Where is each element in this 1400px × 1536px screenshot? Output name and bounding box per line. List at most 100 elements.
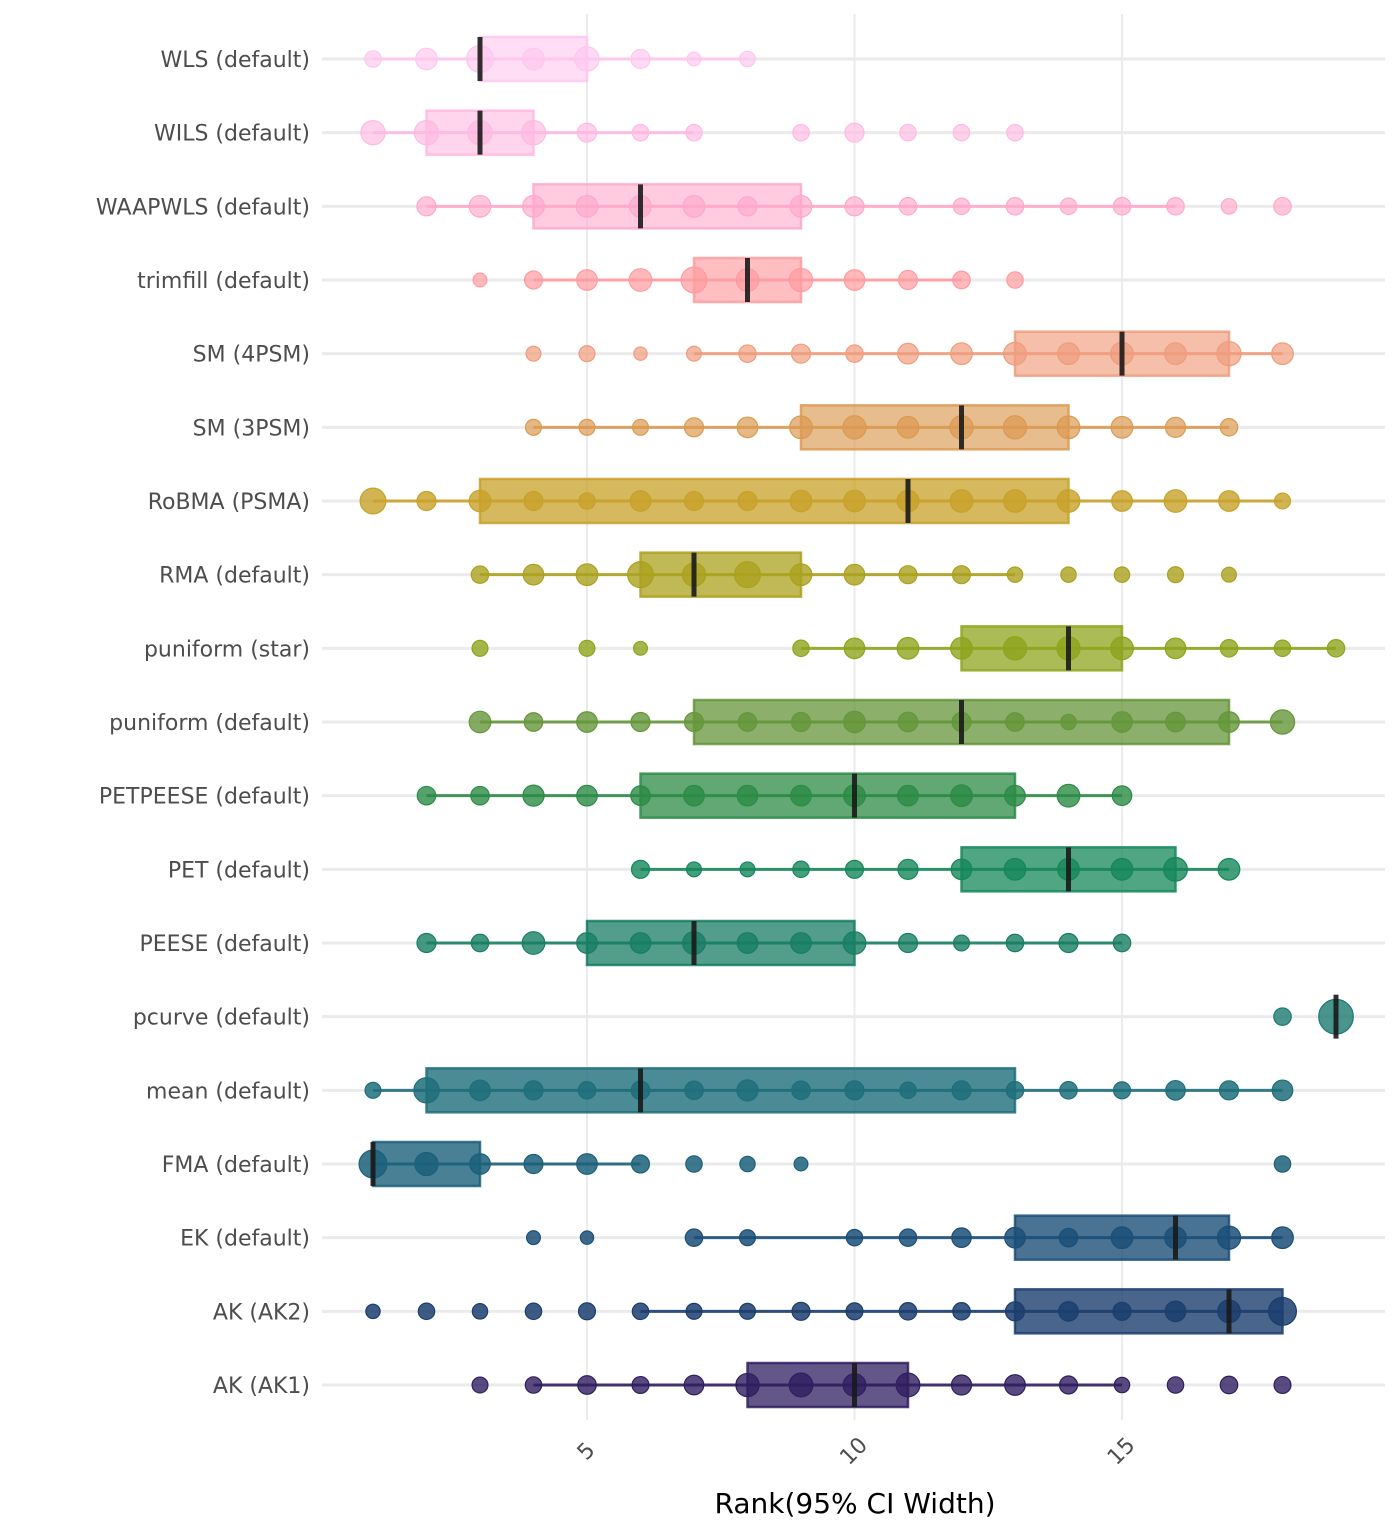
- data-point: [791, 1080, 811, 1101]
- data-point: [416, 785, 437, 806]
- data-point: [1002, 636, 1028, 661]
- data-point: [1112, 1081, 1132, 1100]
- data-point: [1059, 197, 1078, 216]
- data-point: [633, 346, 648, 361]
- data-point: [630, 711, 651, 733]
- data-point: [470, 933, 490, 953]
- data-point: [470, 785, 490, 806]
- data-point: [1164, 637, 1187, 660]
- data-point: [680, 266, 708, 294]
- data-point: [364, 1081, 382, 1099]
- row-puniform-star: [471, 625, 1346, 672]
- data-point: [1060, 713, 1077, 731]
- data-point: [788, 267, 814, 293]
- data-point: [739, 1155, 756, 1173]
- data-point: [630, 785, 651, 807]
- x-tick-label: 10: [835, 1433, 872, 1470]
- data-point: [523, 712, 544, 732]
- data-point: [897, 711, 919, 733]
- data-point: [951, 565, 972, 585]
- data-point: [897, 342, 919, 365]
- data-point: [1112, 1301, 1132, 1321]
- data-point: [578, 345, 596, 363]
- data-point: [734, 561, 761, 589]
- data-point: [468, 710, 492, 734]
- data-point: [1165, 1079, 1186, 1101]
- data-point: [684, 1228, 704, 1247]
- data-point: [1111, 785, 1133, 807]
- data-point: [416, 932, 437, 954]
- data-point: [1218, 711, 1240, 733]
- data-point: [631, 1302, 650, 1321]
- row-trimfill-default: [472, 256, 1024, 304]
- row-ek-default: [525, 1214, 1294, 1261]
- data-point: [631, 418, 650, 436]
- data-point: [576, 784, 598, 807]
- data-point: [1006, 566, 1024, 583]
- y-axis-label: SM (4PSM): [193, 343, 310, 368]
- data-point: [1005, 933, 1025, 953]
- data-point: [632, 640, 648, 656]
- iqr-box: [425, 1067, 1017, 1114]
- data-point: [472, 272, 488, 288]
- data-point: [413, 119, 440, 146]
- data-point: [844, 196, 865, 217]
- data-point: [844, 859, 865, 879]
- data-point: [789, 563, 813, 587]
- data-point: [629, 932, 652, 954]
- row-ak-ak1: [471, 1361, 1292, 1409]
- data-point: [843, 563, 866, 586]
- data-point: [788, 1372, 814, 1398]
- row-robma-psma: [359, 477, 1292, 525]
- data-point: [1110, 1226, 1134, 1250]
- data-point: [364, 50, 382, 68]
- y-axis-label: AK (AK1): [213, 1374, 310, 1399]
- data-point: [842, 931, 867, 955]
- y-axis-labels: WLS (default) WILS (default) WAAPWLS (defa…: [96, 48, 310, 1399]
- data-point: [1271, 342, 1294, 366]
- data-point: [471, 639, 489, 657]
- data-point: [575, 563, 599, 587]
- data-point: [792, 639, 810, 658]
- data-point: [471, 1376, 489, 1394]
- data-point: [1166, 566, 1185, 584]
- data-point: [792, 860, 810, 879]
- data-point: [843, 637, 866, 660]
- data-point: [791, 1301, 811, 1321]
- data-point: [684, 1080, 704, 1101]
- data-point: [471, 1303, 489, 1320]
- data-point: [897, 269, 919, 291]
- data-point: [1220, 566, 1238, 583]
- data-point: [1164, 416, 1187, 438]
- data-point: [522, 784, 545, 807]
- y-axis-label: WILS (default): [154, 122, 310, 147]
- data-point: [1219, 639, 1239, 658]
- y-axis-label: trimfill (default): [137, 269, 310, 294]
- data-point: [736, 784, 759, 807]
- iqr-box: [639, 551, 803, 598]
- y-axis-label: EK (default): [180, 1227, 310, 1252]
- row-mean-default: [364, 1067, 1294, 1114]
- data-point: [577, 1375, 597, 1395]
- data-point: [951, 1227, 972, 1249]
- data-point: [1269, 709, 1296, 735]
- data-point: [1005, 1081, 1025, 1100]
- data-point: [577, 1081, 597, 1100]
- data-point: [898, 197, 918, 216]
- data-point: [416, 490, 437, 512]
- data-point: [844, 1080, 865, 1101]
- data-point: [1004, 1374, 1026, 1396]
- data-point: [1003, 489, 1027, 513]
- data-point: [576, 932, 598, 954]
- data-point: [628, 268, 653, 292]
- data-point: [468, 489, 492, 513]
- y-axis-label: pcurve (default): [133, 1006, 310, 1031]
- data-point: [790, 932, 812, 954]
- data-point: [1273, 1007, 1292, 1026]
- data-point: [1218, 490, 1240, 512]
- x-tick-label: 15: [1103, 1433, 1140, 1470]
- data-point: [685, 861, 703, 878]
- data-point: [630, 859, 651, 879]
- data-point: [1218, 1080, 1240, 1101]
- data-point: [1110, 857, 1134, 881]
